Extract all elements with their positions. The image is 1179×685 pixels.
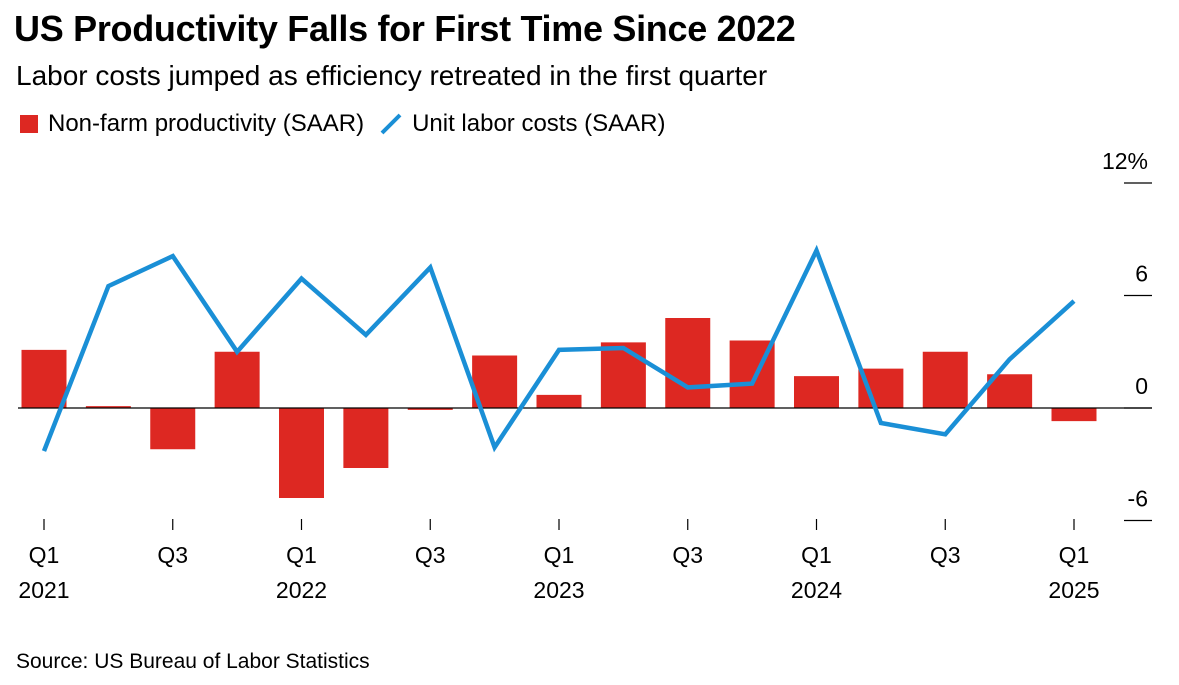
bar-q2-2021	[85, 406, 131, 408]
bar-q3-2021	[150, 408, 196, 450]
legend: Non-farm productivity (SAAR) Unit labor …	[20, 110, 679, 138]
y-tick-label: 0	[1135, 373, 1148, 399]
legend-line-label: Unit labor costs (SAAR)	[412, 110, 666, 137]
x-tick-quarter-label: Q1	[801, 542, 832, 568]
bar-q1-2022	[279, 408, 324, 498]
bar-q3-2022	[407, 408, 453, 410]
x-tick-quarter-label: Q3	[157, 542, 188, 568]
x-tick-year-label: 2025	[1048, 577, 1099, 603]
x-tick-quarter-label: Q3	[415, 542, 446, 568]
bar-q4-2021	[214, 351, 260, 408]
x-tick-year-label: 2022	[276, 577, 327, 603]
x-axis: Q1 2021 Q3 Q1 2022 Q3 Q1 2023 Q3 Q1 2024 Q3 Q1 2025	[18, 519, 1100, 603]
chart-title: US Productivity Falls for First Time Sin…	[14, 8, 796, 49]
legend-line-icon	[380, 113, 402, 135]
x-tick-year-label: 2023	[533, 577, 584, 603]
bar-q3-2023	[665, 318, 711, 408]
x-tick-quarter-label: Q3	[672, 542, 703, 568]
chart-subtitle: Labor costs jumped as efficiency retreat…	[16, 60, 768, 91]
line-layer	[41, 244, 1076, 453]
bars-layer	[21, 318, 1097, 498]
x-tick-quarter-label: Q1	[1059, 542, 1090, 568]
y-axis: 12% 6 0 -6	[1102, 148, 1152, 522]
x-tick-year-label: 2024	[791, 577, 842, 603]
legend-item-bars: Non-farm productivity (SAAR)	[20, 110, 364, 138]
x-tick-year-label: 2021	[18, 577, 69, 603]
bar-q1-2024	[794, 376, 839, 408]
legend-bars-label: Non-farm productivity (SAAR)	[48, 110, 365, 137]
legend-bar-swatch	[20, 115, 38, 133]
bar-q1-2023	[536, 394, 582, 408]
bar-q1-2021	[21, 349, 67, 408]
x-tick-quarter-label: Q1	[286, 542, 317, 568]
x-tick-quarter-label: Q1	[29, 542, 60, 568]
bar-q2-2023	[600, 342, 646, 408]
x-tick-quarter-label: Q3	[930, 542, 961, 568]
source-note: Source: US Bureau of Labor Statistics	[16, 650, 370, 673]
y-tick-label: 12%	[1102, 148, 1148, 174]
y-tick-label: 6	[1135, 261, 1148, 287]
bar-q2-2022	[343, 408, 389, 468]
legend-item-line: Unit labor costs (SAAR)	[378, 110, 665, 138]
x-tick-quarter-label: Q1	[544, 542, 575, 568]
bar-q1-2025	[1051, 408, 1097, 422]
y-tick-label: -6	[1128, 486, 1148, 512]
bar-q3-2024	[922, 351, 968, 408]
unit-labor-costs-line	[41, 244, 1076, 453]
